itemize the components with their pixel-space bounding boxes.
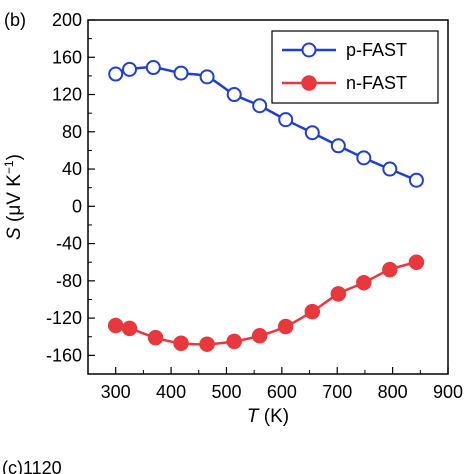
legend-box	[271, 30, 439, 104]
data-point-n-fast	[277, 318, 294, 335]
data-point-p-fast	[356, 150, 372, 166]
data-point-p-fast	[304, 125, 320, 141]
data-point-n-fast	[408, 254, 425, 270]
series-layer	[107, 60, 425, 352]
data-point-p-fast	[173, 65, 189, 81]
data-point-p-fast	[226, 87, 242, 103]
data-point-p-fast	[122, 61, 138, 77]
y-axis-ticks: 200 160 120 80 40 0 -40 -80 -120 -160	[46, 10, 95, 375]
y-tick-label: 120	[52, 85, 82, 105]
x-axis-label: T (K)	[247, 406, 289, 427]
y-tick-label: -40	[56, 234, 82, 254]
panel-label: (b)	[4, 10, 26, 30]
data-point-n-fast	[330, 286, 347, 302]
data-point-n-fast	[304, 303, 321, 320]
next-panel-label: (c)1120	[2, 458, 62, 474]
data-point-p-fast	[330, 138, 346, 154]
data-point-p-fast	[408, 172, 424, 188]
y-axis-unit-close: )	[4, 154, 25, 160]
x-axis-symbol: T	[247, 406, 260, 427]
y-axis-label: S (μV K−1)	[2, 154, 25, 240]
legend-label-p-fast: p-FAST	[346, 40, 407, 60]
legend-marker-p-fast	[301, 42, 317, 58]
data-point-p-fast	[278, 112, 294, 128]
legend-label-n-fast: n-FAST	[346, 73, 407, 93]
legend: p-FAST n-FAST	[271, 30, 439, 104]
y-tick-label: -80	[56, 271, 82, 291]
plot-frame	[87, 19, 449, 375]
y-tick-label: 0	[72, 196, 82, 216]
data-point-n-fast	[147, 329, 164, 346]
y-axis-unit-superscript: −1	[2, 160, 16, 174]
y-tick-label: 40	[62, 159, 82, 179]
data-point-p-fast	[252, 98, 268, 114]
data-point-n-fast	[199, 336, 215, 352]
data-point-n-fast	[251, 328, 268, 344]
x-tick-label: 600	[267, 382, 297, 402]
data-point-n-fast	[382, 261, 398, 278]
y-axis-symbol: S	[4, 227, 25, 240]
legend-marker-n-fast	[301, 75, 317, 91]
x-tick-label: 800	[378, 382, 408, 402]
y-tick-label: 200	[52, 10, 82, 30]
data-point-n-fast	[356, 274, 372, 291]
data-point-n-fast	[107, 317, 124, 334]
x-tick-label: 900	[433, 382, 463, 402]
x-tick-label: 300	[101, 382, 131, 402]
data-point-p-fast	[199, 69, 215, 85]
x-tick-label: 400	[156, 382, 186, 402]
x-axis-unit: (K)	[259, 406, 290, 427]
y-tick-label: -160	[46, 345, 82, 365]
x-axis-ticks: 300 400 500 600 700 800 900	[101, 367, 463, 402]
data-point-n-fast	[173, 335, 189, 352]
data-point-p-fast	[382, 161, 398, 177]
data-point-n-fast	[121, 320, 138, 337]
data-point-p-fast	[108, 66, 124, 82]
data-point-p-fast	[145, 60, 161, 76]
x-tick-label: 700	[322, 382, 352, 402]
data-point-n-fast	[226, 333, 242, 350]
y-tick-label: -120	[46, 308, 82, 328]
x-tick-label: 500	[211, 382, 241, 402]
y-axis-unit: (μV K	[4, 174, 25, 228]
y-tick-label: 80	[62, 122, 82, 142]
y-tick-label: 160	[52, 47, 82, 67]
